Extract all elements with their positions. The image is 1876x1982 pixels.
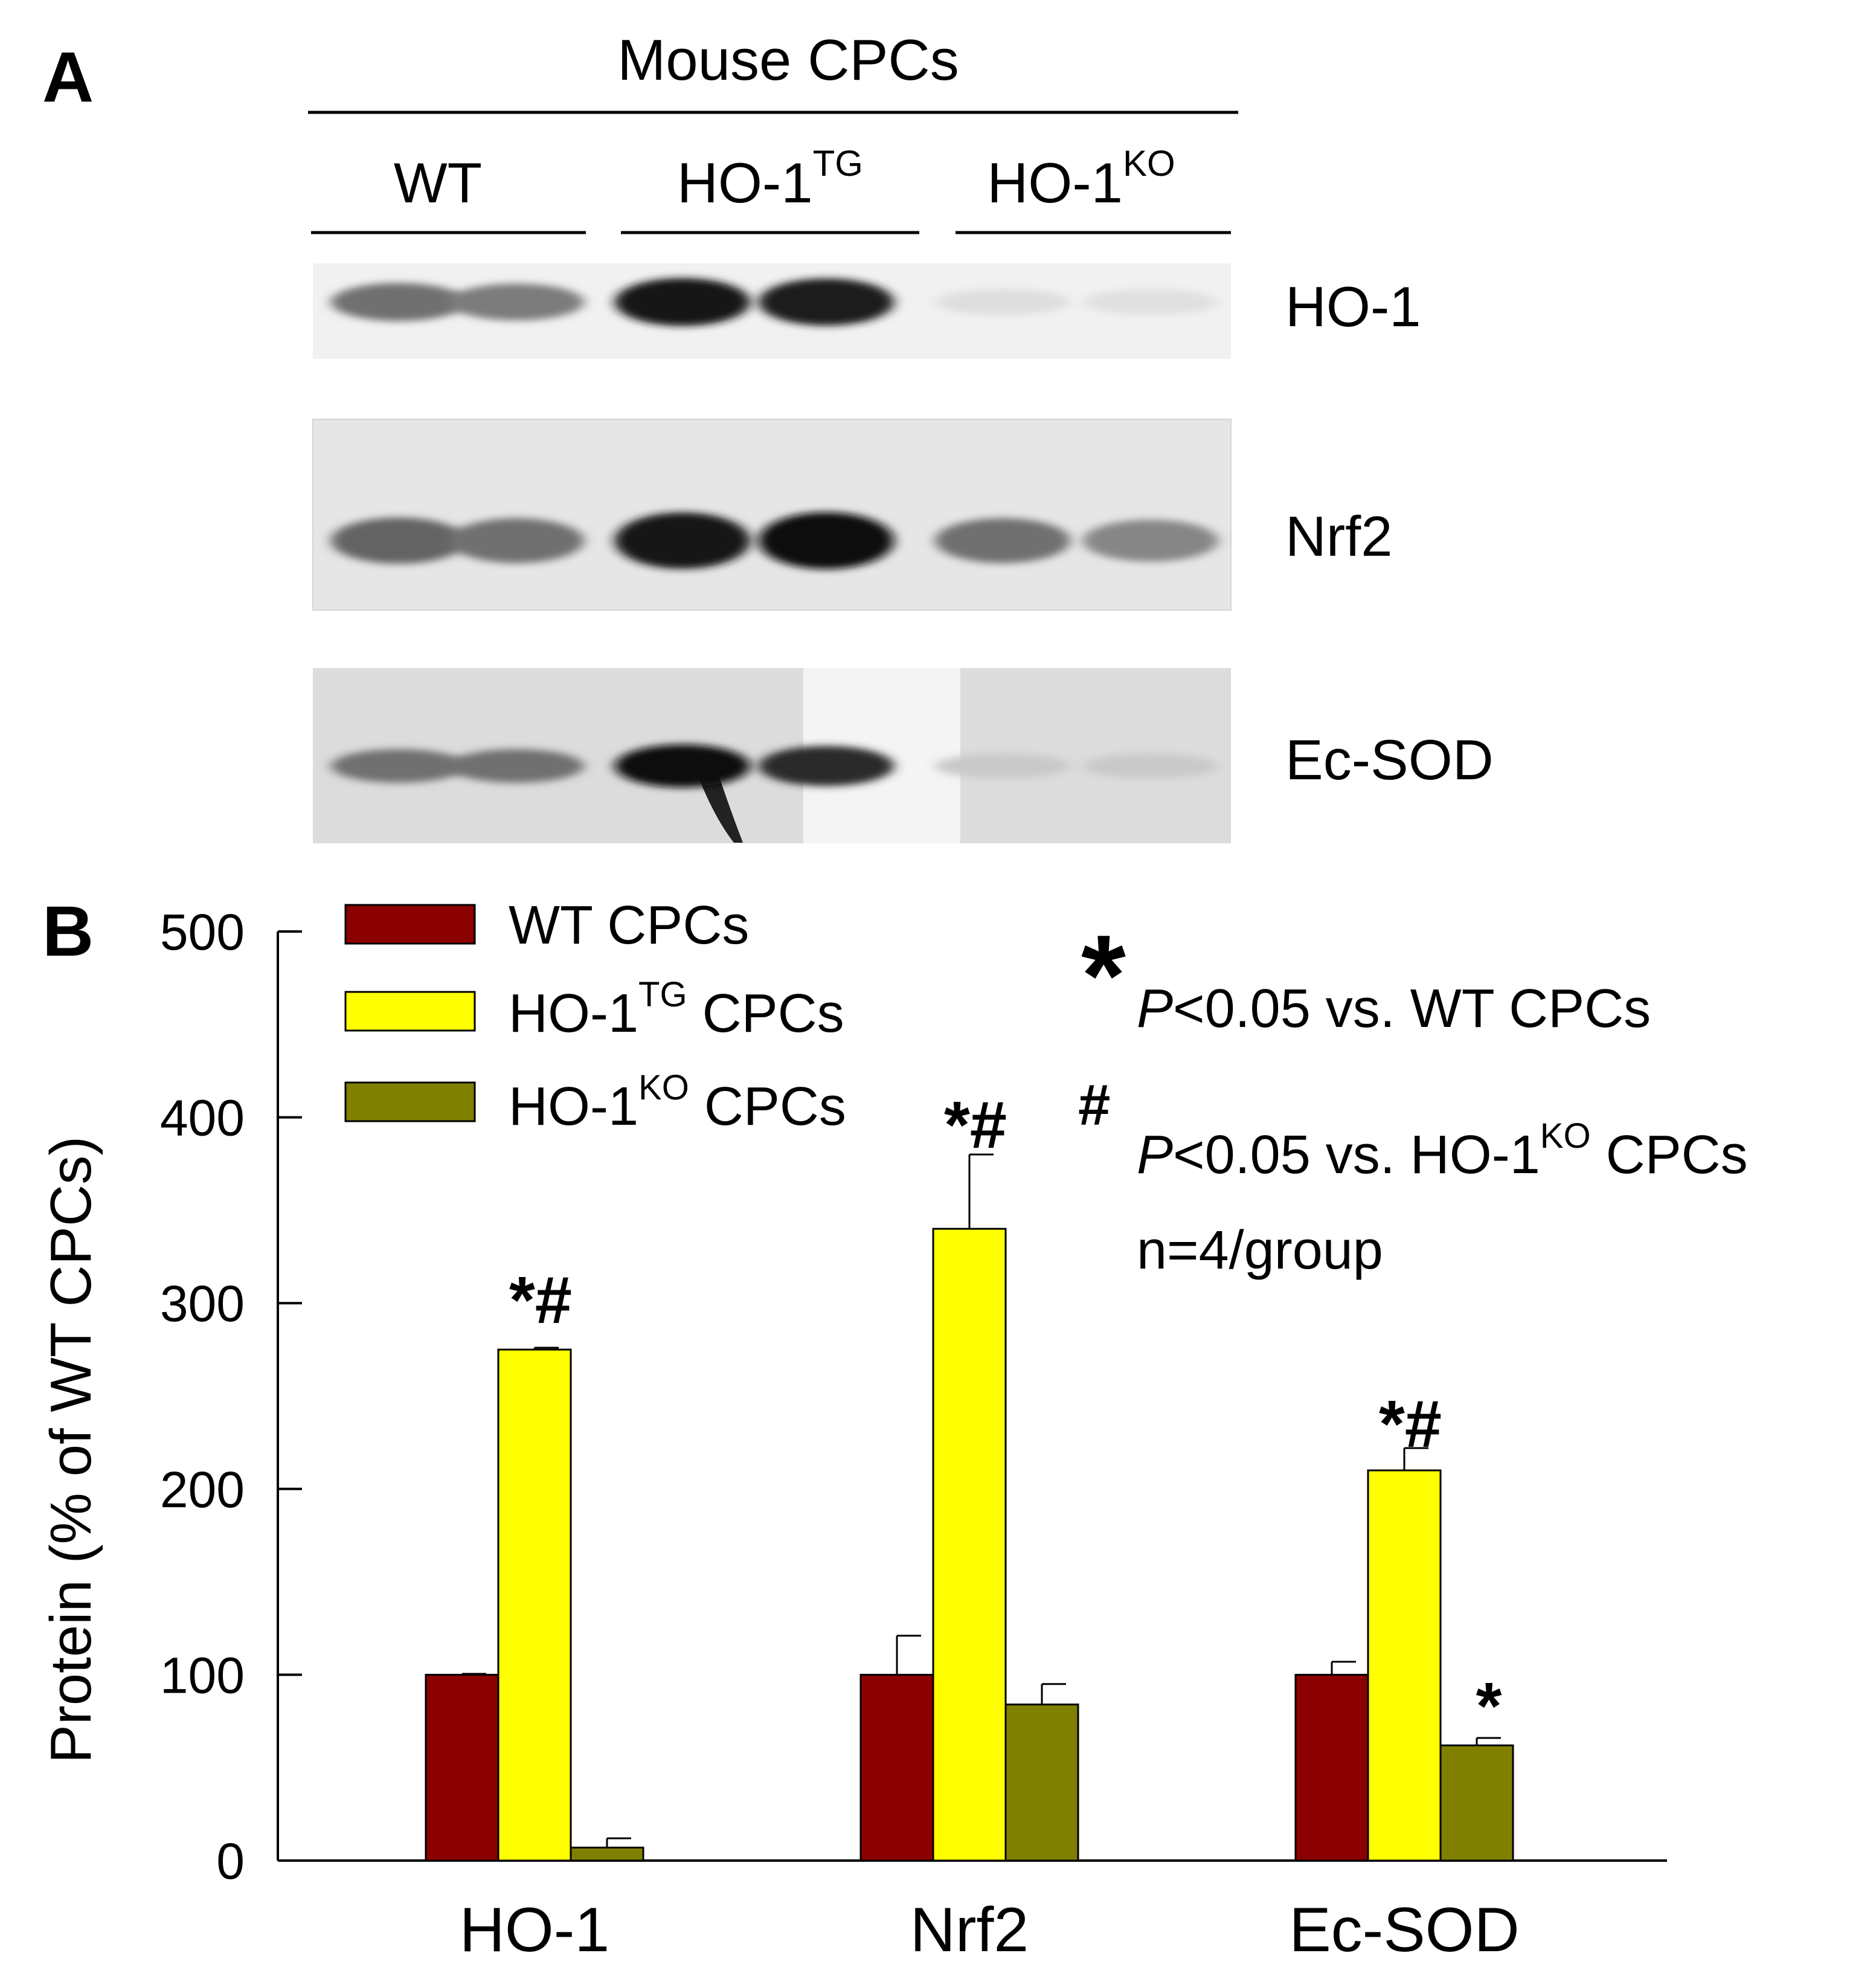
bar <box>497 1348 572 1862</box>
blot-band <box>449 749 584 783</box>
n-note: n=4/group <box>1137 1220 1383 1281</box>
blot-band <box>615 744 750 788</box>
legend-label-wt: WT CPCs <box>509 895 749 956</box>
panel-b-bar-chart: B Protein (% of WT CPCs) 0 100 200 300 400 50… <box>39 892 1748 1965</box>
blot-band <box>615 512 750 569</box>
bar <box>570 1846 644 1862</box>
group-label-ko: HO-1KO <box>987 143 1175 214</box>
bar <box>1367 1469 1442 1862</box>
significance-mark: *# <box>944 1088 1007 1162</box>
y-ticks: 0 100 200 300 400 500 <box>160 904 302 1890</box>
group-label-tg: HO-1TG <box>677 143 863 214</box>
blot-strip-nrf2 <box>312 419 1232 611</box>
blot-label-nrf2: Nrf2 <box>1285 504 1393 568</box>
x-category-label: HO-1 <box>460 1895 609 1965</box>
legend-swatch-wt <box>344 904 476 945</box>
panel-a-western-blot: A Mouse CPCs WT HO-1TG HO-1KO HO-1 Nrf2 … <box>42 28 1494 843</box>
y-tick-label: 300 <box>160 1275 245 1332</box>
y-tick-label: 200 <box>160 1461 245 1518</box>
blot-band <box>331 283 466 321</box>
x-category-labels: HO-1 Nrf2 Ec-SOD <box>460 1895 1520 1965</box>
y-axis-label: Protein (% of WT CPCs) <box>39 1136 103 1763</box>
y-tick-label: 0 <box>216 1833 245 1890</box>
blot-band <box>1083 753 1218 779</box>
blot-label-ho1: HO-1 <box>1285 275 1421 338</box>
star-note: P<0.05 vs. WT CPCs <box>1137 979 1651 1039</box>
hash-symbol: # <box>1078 1073 1110 1137</box>
star-symbol: * <box>1081 912 1126 1040</box>
blot-band <box>1083 520 1218 562</box>
bar <box>1294 1673 1369 1862</box>
blot-band <box>615 278 750 326</box>
blot-label-ecsod: Ec-SOD <box>1285 728 1494 791</box>
bar <box>425 1673 500 1862</box>
blot-strip-ho1 <box>313 263 1231 359</box>
blot-band <box>935 289 1070 315</box>
blot-band <box>1083 289 1218 315</box>
blot-band <box>759 278 894 326</box>
panel-a-title: Mouse CPCs <box>617 28 959 92</box>
legend: WT CPCs HO-1TG CPCs HO-1KO CPCs <box>344 895 846 1137</box>
blot-band <box>331 749 466 783</box>
bar <box>1004 1704 1079 1862</box>
legend-swatch-tg <box>344 991 476 1032</box>
panel-b-label: B <box>42 892 94 971</box>
bar <box>1439 1744 1514 1862</box>
blot-band <box>331 517 466 564</box>
blot-band <box>449 518 584 564</box>
hash-note: P<0.05 vs. HO-1KO CPCs <box>1137 1116 1748 1185</box>
blot-band <box>759 512 894 570</box>
blot-band <box>759 745 894 787</box>
x-category-label: Ec-SOD <box>1289 1895 1519 1965</box>
legend-label-tg: HO-1TG CPCs <box>509 975 844 1044</box>
panel-a-label: A <box>42 37 94 117</box>
blot-strip-ecsod <box>313 668 1231 843</box>
y-tick-label: 500 <box>160 904 245 960</box>
bar <box>859 1673 934 1862</box>
group-label-wt: WT <box>394 151 482 214</box>
y-tick-label: 400 <box>160 1090 245 1147</box>
blot-band <box>449 283 584 321</box>
bar <box>932 1227 1007 1862</box>
legend-label-ko: HO-1KO CPCs <box>509 1068 846 1137</box>
significance-mark: * <box>1476 1669 1502 1743</box>
significance-mark: *# <box>1379 1387 1442 1461</box>
significance-notes: * P<0.05 vs. WT CPCs # P<0.05 vs. HO-1KO… <box>1078 912 1748 1281</box>
y-tick-label: 100 <box>160 1647 245 1704</box>
bars: *# *# *# * <box>425 1088 1514 1862</box>
significance-mark: *# <box>509 1263 572 1337</box>
x-category-label: Nrf2 <box>910 1895 1029 1965</box>
blot-band <box>935 753 1070 779</box>
legend-swatch-ko <box>344 1081 476 1122</box>
blot-band <box>935 518 1070 564</box>
